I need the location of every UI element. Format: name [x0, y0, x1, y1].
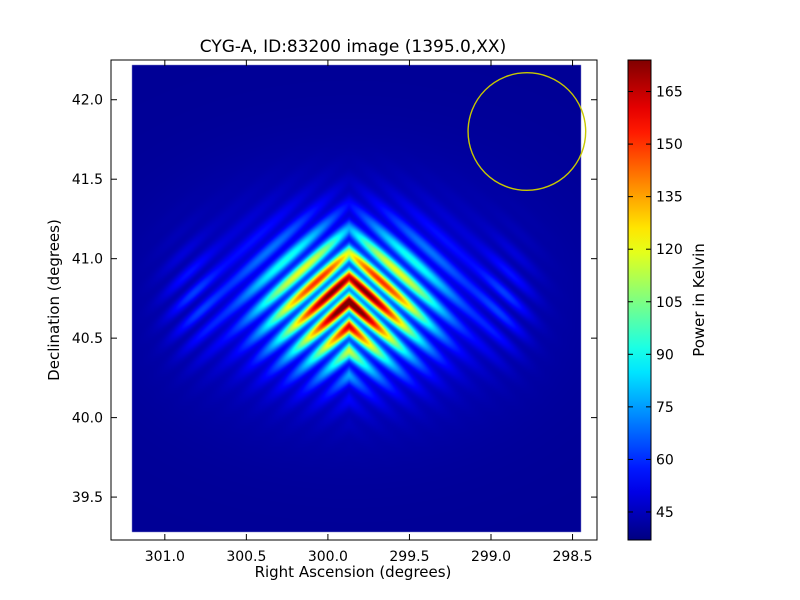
y-tick-label: 39.5 [72, 490, 103, 506]
colorbar-ticks: 45 60 75 90 105 120 135 150 165 [628, 85, 683, 521]
colorbar-tick-label: 90 [656, 347, 674, 363]
colorbar-tick-label: 165 [656, 85, 683, 101]
colorbar-tick-label: 105 [656, 295, 683, 311]
heatmap-image [111, 60, 597, 540]
x-tick-label: 299.0 [471, 549, 511, 565]
plot-area: 301.0 300.5 300.0 299.5 299.0 298.5 39.5 40.0 4… [72, 59, 598, 565]
x-tick-label: 301.0 [145, 549, 185, 565]
x-axis: 301.0 300.5 300.0 299.5 299.0 298.5 [145, 60, 593, 565]
y-tick-label: 41.0 [72, 252, 103, 268]
x-tick-label: 300.0 [308, 549, 348, 565]
colorbar-tick-label: 75 [656, 400, 674, 416]
colorbar: 45 60 75 90 105 120 135 150 165 Power in Kelvin [627, 59, 708, 541]
y-tick-label: 40.0 [72, 411, 103, 427]
x-tick-label: 298.5 [552, 549, 592, 565]
colorbar-tick-label: 45 [656, 505, 674, 521]
colorbar-tick-label: 135 [656, 190, 683, 206]
colorbar-gradient [627, 59, 652, 541]
y-tick-label: 40.5 [72, 331, 103, 347]
colorbar-tick-label: 120 [656, 242, 683, 258]
beam-circle [467, 72, 587, 192]
plot-frame [110, 59, 598, 541]
y-axis: 39.5 40.0 40.5 41.0 41.5 42.0 [72, 93, 597, 506]
colorbar-tick-label: 60 [656, 452, 674, 468]
x-axis-label: Right Ascension (degrees) [255, 563, 452, 581]
x-tick-label: 300.5 [226, 549, 266, 565]
colorbar-tick-label: 150 [656, 137, 683, 153]
colorbar-label: Power in Kelvin [690, 243, 708, 357]
y-tick-label: 42.0 [72, 93, 103, 109]
y-axis-label: Declination (degrees) [45, 219, 63, 381]
x-tick-label: 299.5 [389, 549, 429, 565]
chart-title: CYG-A, ID:83200 image (1395.0,XX) [200, 37, 506, 57]
y-tick-label: 41.5 [72, 172, 103, 188]
